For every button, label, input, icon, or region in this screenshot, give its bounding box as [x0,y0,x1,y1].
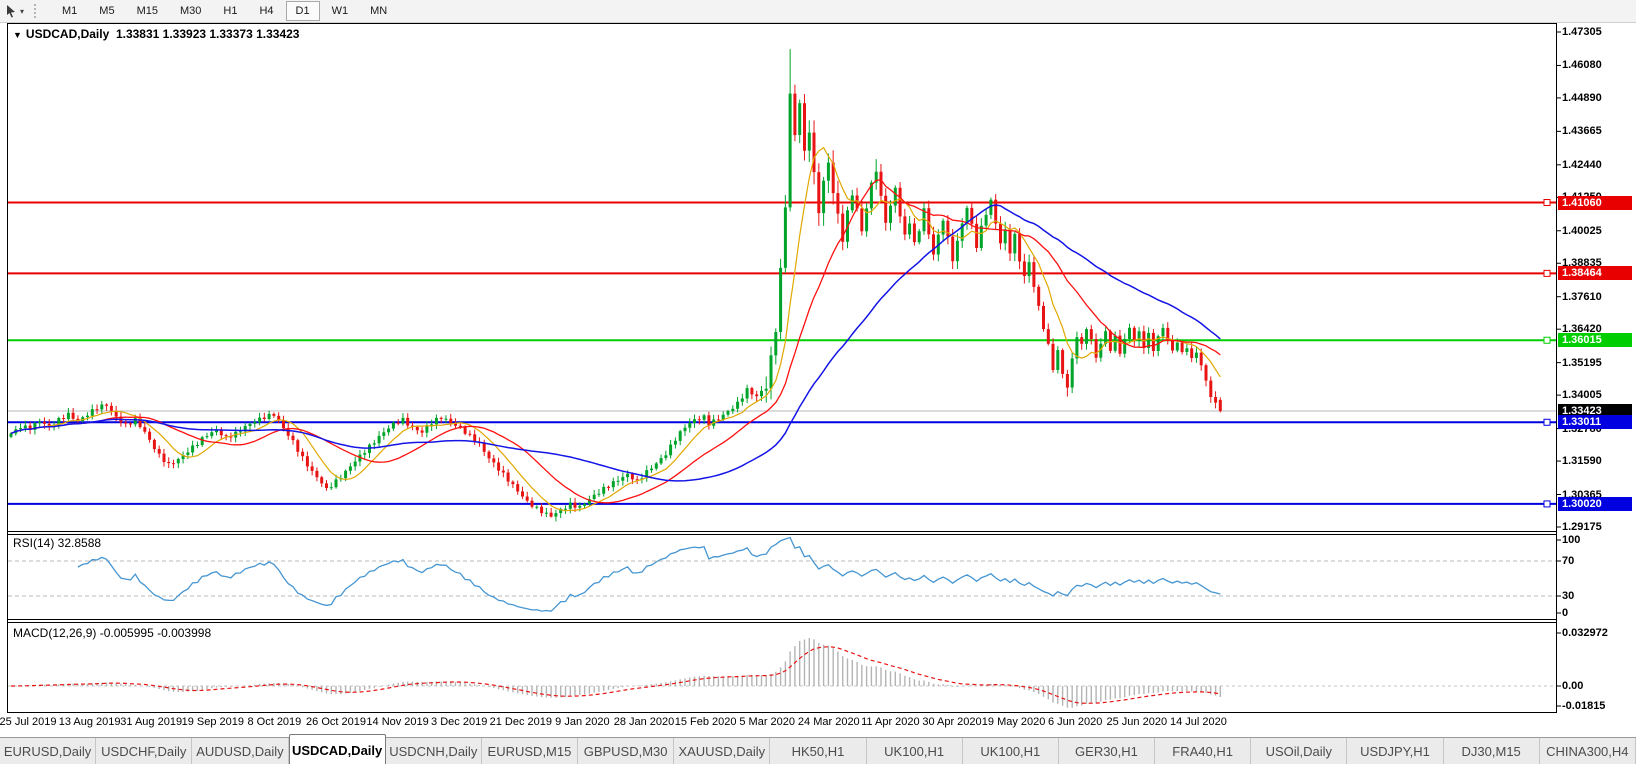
price-badge: 1.33423 [1558,404,1632,419]
chart-tab-usdjpy-h1[interactable]: USDJPY,H1 [1347,738,1444,764]
chart-tab-hk50-h1[interactable]: HK50,H1 [770,738,867,764]
chart-tab-uk100-h1[interactable]: UK100,H1 [867,738,963,764]
timeframe-button-d1[interactable]: D1 [285,1,320,21]
price-chart-area[interactable] [8,24,1556,530]
cursor-tool-button[interactable]: ▾ [0,0,28,22]
timeframe-button-mn[interactable]: MN [370,5,388,17]
date-tick-label: 25 Jun 2020 [1106,716,1168,728]
cursor-icon [7,5,15,18]
timeframe-button-m1[interactable]: M1 [62,5,78,17]
chart-tab-usdcad-daily[interactable]: USDCAD,Daily [288,734,386,764]
timeframe-button-h4[interactable]: H4 [259,5,274,17]
chart-tab-audusd-daily[interactable]: AUDUSD,Daily [192,738,289,764]
chart-tab-gbpusd-m30[interactable]: GBPUSD,M30 [578,738,675,764]
date-tick-label: 14 Jul 2020 [1169,716,1227,728]
macd-label: MACD(12,26,9) -0.005995 -0.003998 [13,626,212,640]
chart-tab-china300-h4[interactable]: CHINA300,H4 [1540,738,1636,764]
toolbar-grip[interactable] [34,4,39,18]
price-tick-label: 1.34005 [1562,389,1602,402]
symbol-period-label: USDCAD,Daily [25,27,110,41]
rsi-panel[interactable] [8,535,1556,618]
timeframe-button-h1[interactable]: H1 [223,5,238,17]
date-tick-label: 9 Jan 2020 [555,716,610,728]
chart-tab-eurusd-m15[interactable]: EURUSD,M15 [482,738,579,764]
macd-panel[interactable] [8,624,1556,711]
indicator-tick-label: 70 [1562,555,1575,567]
timeframe-toolbar: M1 M5 M15 M30 H1 H4 D1 W1 MN [47,0,402,22]
price-badge: 1.41060 [1558,195,1632,210]
price-tick-label: 1.38835 [1562,257,1602,270]
chart-tab-eurusd-daily[interactable]: EURUSD,Daily [0,738,97,764]
indicator-tick-label: 30 [1562,590,1575,602]
indicator-tick-label: 100 [1562,534,1581,546]
price-tick-label: 1.47305 [1562,26,1602,38]
price-tick-label: 1.35195 [1562,356,1602,369]
price-tick-label: 1.44890 [1562,91,1602,104]
price-tick-label: 1.40025 [1562,224,1602,237]
price-tick-label: 1.36420 [1562,323,1602,336]
date-tick-label: 13 Aug 2019 [58,716,121,728]
date-tick-label: 24 Mar 2020 [797,716,860,728]
price-badge: 1.38464 [1558,266,1632,281]
date-tick-label: 19 Sep 2019 [181,716,244,728]
ohlc-values: 1.33831 1.33923 1.33373 1.33423 [115,27,300,41]
timeframe-button-w1[interactable]: W1 [331,5,349,17]
price-tick-label: 1.31590 [1562,455,1602,468]
chart-tab-bar: EURUSD,Daily USDCHF,Daily AUDUSD,Daily USDC… [0,734,1636,764]
rsi-label: RSI(14) 32.8588 [13,536,102,550]
date-tick-label: 26 Oct 2019 [306,716,366,728]
date-tick-label: 14 Nov 2019 [366,716,429,728]
chart-tab-xauusd-daily[interactable]: XAUUSD,Daily [674,738,771,764]
chart-tab-usdchf-daily[interactable]: USDCHF,Daily [96,738,193,764]
date-tick-label: 3 Dec 2019 [431,716,488,728]
date-tick-label: 11 Apr 2020 [861,716,920,728]
chart-tab-fra40-h1[interactable]: FRA40,H1 [1155,738,1252,764]
timeframe-button-m5[interactable]: M5 [99,5,115,17]
chart-tab-usoil-daily[interactable]: USOil,Daily [1251,738,1348,764]
toolbar: ▾ M1 M5 M15 M30 H1 H4 D1 W1 MN [0,0,1636,23]
chart-tab-uk100-h1[interactable]: UK100,H1 [963,738,1059,764]
price-badge: 1.33011 [1558,415,1632,430]
indicator-tick-label: 0.00 [1562,680,1584,692]
chart-tab-dj30-m15[interactable]: DJ30,M15 [1444,738,1540,764]
date-tick-label: 28 Jan 2020 [613,716,675,728]
date-tick-label: 31 Aug 2019 [120,716,183,728]
price-badge: 1.36015 [1558,333,1632,348]
price-tick-label: 1.37610 [1562,290,1602,303]
chart-tab-usdcnh-daily[interactable]: USDCNH,Daily [386,738,482,764]
price-tick-label: 1.42440 [1562,158,1602,171]
date-tick-label: 21 Dec 2019 [489,716,552,728]
price-badge: 1.30020 [1558,496,1632,511]
chart-title-bar: ▼ USDCAD,Daily 1.33831 1.33923 1.33373 1.… [13,27,299,41]
indicator-tick-label: 0 [1562,607,1569,619]
chevron-down-icon: ▾ [20,6,25,16]
date-tick-label: 25 Jul 2019 [0,716,57,728]
indicator-tick-label: -0.01815 [1562,700,1606,712]
price-tick-label: 1.29175 [1562,521,1602,533]
date-tick-label: 6 Jun 2020 [1047,716,1103,728]
timeframe-button-m15[interactable]: M15 [136,5,158,17]
collapse-icon[interactable]: ▼ [13,30,22,40]
timeframe-button-m30[interactable]: M30 [179,5,202,17]
price-tick-label: 1.46080 [1562,59,1602,72]
date-tick-label: 30 Apr 2020 [922,716,982,728]
date-tick-label: 5 Mar 2020 [739,716,796,728]
indicator-tick-label: 0.032972 [1562,627,1608,639]
date-tick-label: 8 Oct 2019 [247,716,302,728]
date-tick-label: 15 Feb 2020 [674,716,737,728]
chart-tab-ger30-h1[interactable]: GER30,H1 [1059,738,1156,764]
date-tick-label: 19 May 2020 [981,716,1046,728]
price-tick-label: 1.43665 [1562,125,1602,138]
